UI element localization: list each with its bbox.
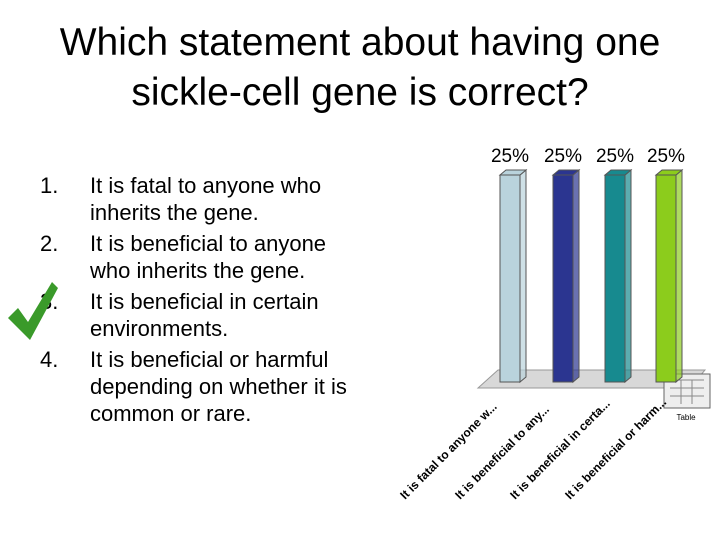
answer-text: It is beneficial to anyone who inherits … [90, 231, 327, 283]
category-label: It is beneficial in certa... [507, 396, 613, 502]
category-label: It is beneficial or harm... [562, 395, 669, 502]
value-label: 25% [596, 146, 634, 167]
bar-side [572, 168, 580, 384]
correct-check [8, 282, 58, 340]
bar-side [624, 168, 632, 384]
category-label: It is fatal to anyone w... [397, 400, 499, 502]
answer-text: It is beneficial or harmful depending on… [90, 347, 347, 426]
bar-side [519, 168, 527, 384]
bar [655, 174, 677, 383]
table-label: Table [676, 413, 696, 422]
category-label: It is beneficial to any... [452, 402, 552, 502]
answer: 2. It is beneficial to anyone who inherit… [40, 230, 370, 284]
answer-number: 1. [40, 173, 59, 198]
bar [499, 174, 521, 383]
answer-text: It is fatal to anyone who inherits the g… [90, 173, 322, 225]
bar-top [551, 169, 581, 176]
bar-side [675, 168, 683, 384]
floor [476, 369, 707, 389]
value-label: 25% [491, 146, 529, 167]
bar-top [603, 169, 633, 176]
answer-list: 1. It is fatal to anyone who inherits the… [40, 172, 370, 431]
table-grid [670, 379, 704, 404]
answer-number: 4. [40, 347, 59, 372]
answer-text: It is beneficial in certain environments… [90, 289, 319, 341]
slide-title: Which statement about having one sickle-… [59, 21, 661, 114]
bar [552, 174, 574, 383]
answer-number: 2. [40, 231, 59, 256]
bar [604, 174, 626, 383]
bar-top [498, 169, 528, 176]
value-label: 25% [544, 146, 582, 167]
answer: 4. It is beneficial or harmful depending … [40, 346, 370, 427]
value-label: 25% [647, 146, 685, 167]
bar-top [654, 169, 684, 176]
answer: 1. It is fatal to anyone who inherits the… [40, 172, 370, 226]
